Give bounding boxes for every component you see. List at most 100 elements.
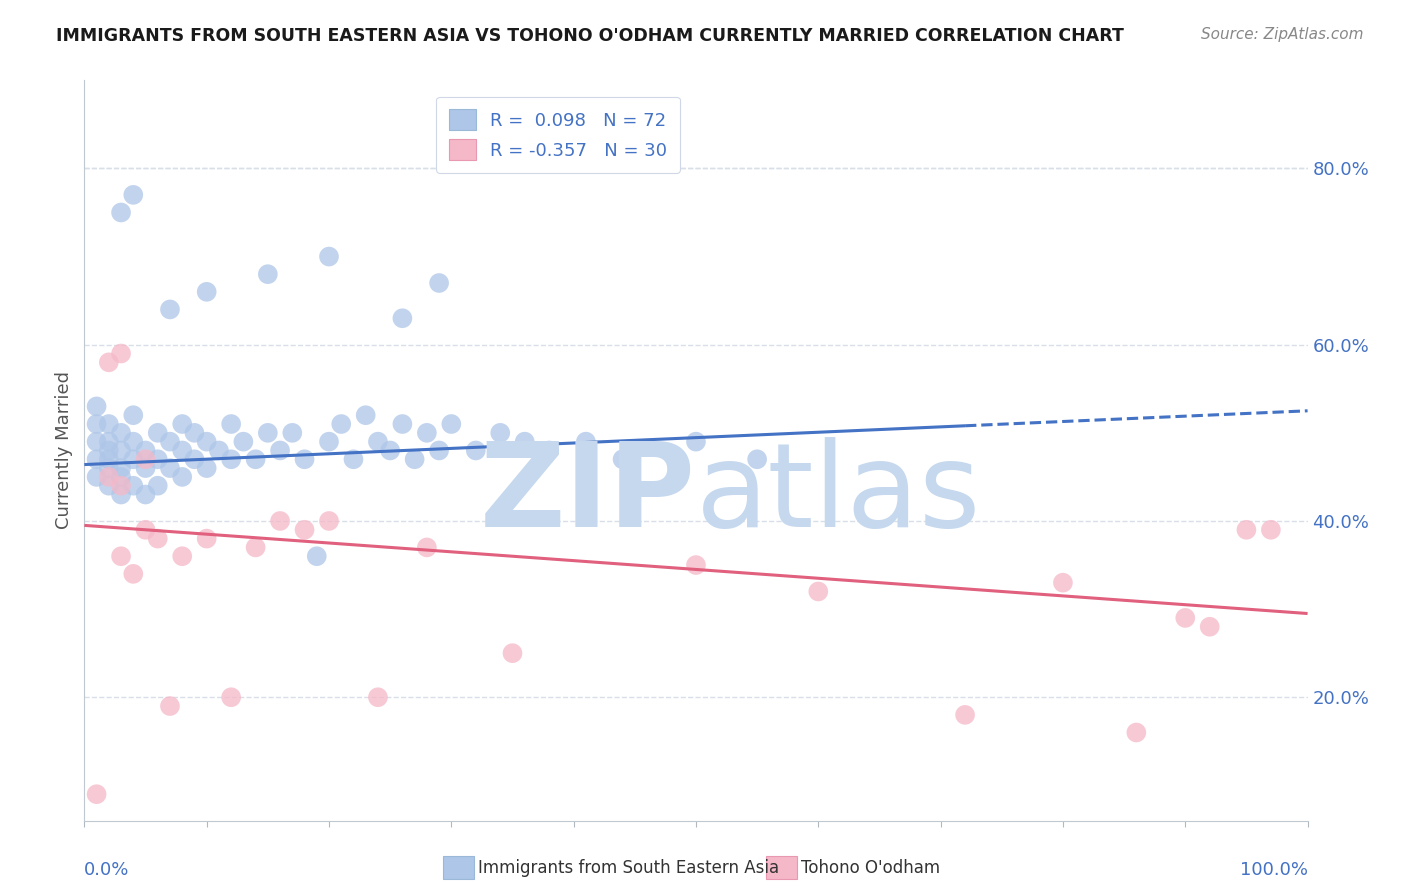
Point	[330, 417, 353, 431]
Point	[305, 549, 328, 564]
Text: IMMIGRANTS FROM SOUTH EASTERN ASIA VS TOHONO O'ODHAM CURRENTLY MARRIED CORRELATI: IMMIGRANTS FROM SOUTH EASTERN ASIA VS TO…	[56, 27, 1125, 45]
Point	[513, 434, 536, 449]
Point	[97, 452, 120, 467]
Point	[1260, 523, 1282, 537]
Point	[195, 461, 218, 475]
Point	[172, 549, 194, 564]
Point	[245, 541, 267, 555]
Point	[416, 425, 439, 440]
Point	[953, 707, 976, 722]
Point	[685, 558, 707, 572]
Point	[97, 443, 120, 458]
Point	[294, 523, 316, 537]
Point	[489, 425, 512, 440]
Point	[110, 205, 132, 219]
Point	[612, 452, 634, 467]
Point	[502, 646, 524, 660]
Y-axis label: Currently Married: Currently Married	[55, 371, 73, 530]
Legend: R =  0.098   N = 72, R = -0.357   N = 30: R = 0.098 N = 72, R = -0.357 N = 30	[436, 96, 679, 173]
Point	[110, 479, 132, 493]
Point	[135, 452, 157, 467]
Text: 100.0%: 100.0%	[1240, 862, 1308, 880]
Point	[110, 549, 132, 564]
Point	[257, 267, 280, 281]
Point	[159, 699, 181, 714]
Point	[110, 346, 132, 360]
Point	[159, 302, 181, 317]
Point	[195, 285, 218, 299]
Point	[575, 434, 598, 449]
Point	[281, 425, 304, 440]
Text: ZIP: ZIP	[479, 437, 696, 552]
Point	[86, 470, 108, 484]
Point	[807, 584, 830, 599]
Point	[172, 443, 194, 458]
Point	[86, 452, 108, 467]
Point	[183, 425, 205, 440]
Point	[110, 470, 132, 484]
Point	[269, 514, 291, 528]
Point	[318, 434, 340, 449]
Point	[110, 487, 132, 501]
Point	[318, 514, 340, 528]
Point	[354, 408, 377, 422]
Point	[146, 532, 169, 546]
Point	[146, 425, 169, 440]
Point	[86, 787, 108, 801]
Point	[97, 461, 120, 475]
Point	[97, 479, 120, 493]
Point	[122, 452, 145, 467]
Point	[135, 487, 157, 501]
Text: Immigrants from South Eastern Asia: Immigrants from South Eastern Asia	[478, 859, 779, 877]
Point	[195, 532, 218, 546]
Point	[1052, 575, 1074, 590]
Point	[367, 690, 389, 705]
Point	[97, 417, 120, 431]
Point	[219, 690, 242, 705]
Point	[122, 434, 145, 449]
Text: 0.0%: 0.0%	[84, 862, 129, 880]
Point	[685, 434, 707, 449]
Point	[367, 434, 389, 449]
Point	[135, 523, 157, 537]
Point	[97, 434, 120, 449]
Point	[122, 566, 145, 581]
Point	[427, 276, 450, 290]
Point	[86, 434, 108, 449]
Point	[404, 452, 426, 467]
Point	[86, 417, 108, 431]
Point	[135, 461, 157, 475]
Point	[159, 461, 181, 475]
Point	[538, 443, 561, 458]
Point	[257, 425, 280, 440]
Point	[342, 452, 364, 467]
Point	[122, 479, 145, 493]
Point	[122, 408, 145, 422]
Point	[1236, 523, 1258, 537]
Point	[416, 541, 439, 555]
Point	[427, 443, 450, 458]
Point	[232, 434, 254, 449]
Point	[1174, 611, 1197, 625]
Point	[440, 417, 463, 431]
Text: atlas: atlas	[696, 437, 981, 552]
Point	[97, 355, 120, 369]
Point	[183, 452, 205, 467]
Point	[172, 470, 194, 484]
Point	[391, 417, 413, 431]
Point	[380, 443, 402, 458]
Text: Source: ZipAtlas.com: Source: ZipAtlas.com	[1201, 27, 1364, 42]
Point	[110, 443, 132, 458]
Point	[1125, 725, 1147, 739]
Point	[391, 311, 413, 326]
Point	[97, 470, 120, 484]
Point	[208, 443, 231, 458]
Point	[86, 400, 108, 414]
Point	[110, 425, 132, 440]
Point	[269, 443, 291, 458]
Point	[110, 461, 132, 475]
Point	[135, 443, 157, 458]
Point	[464, 443, 486, 458]
Point	[122, 187, 145, 202]
Point	[219, 452, 242, 467]
